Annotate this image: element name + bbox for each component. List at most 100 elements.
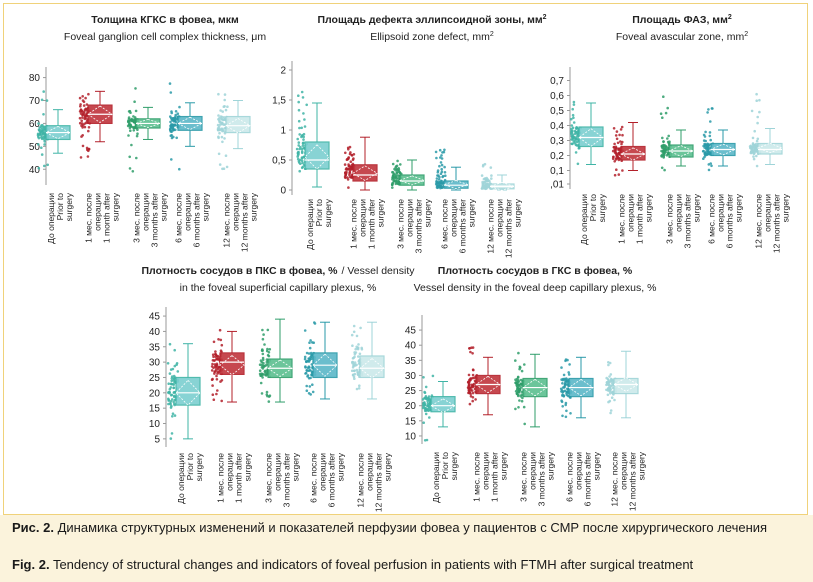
data-point (170, 130, 173, 134)
data-point (37, 122, 40, 125)
chart-title-superscript: 2 (744, 31, 748, 38)
data-point (708, 131, 712, 134)
data-point (755, 154, 758, 158)
data-point (259, 381, 263, 385)
chart-title-en-text: Vessel density in the foveal deep capill… (414, 282, 657, 294)
data-point (610, 396, 614, 400)
data-point (701, 150, 705, 153)
data-point (302, 112, 305, 115)
data-point (260, 360, 264, 364)
data-point (296, 137, 300, 141)
data-point (135, 134, 139, 138)
data-point (607, 379, 610, 382)
chart-title-en: Foveal avascular zone, mm2 (616, 31, 748, 43)
x-category-label-line: операции (183, 193, 193, 231)
data-point (212, 340, 216, 344)
data-point (36, 133, 40, 137)
data-point (562, 390, 565, 393)
data-point (665, 154, 669, 157)
data-point (175, 363, 178, 367)
data-point (481, 186, 485, 190)
data-point (567, 371, 570, 374)
chart-title-en-text: Foveal avascular zone, mm (616, 31, 745, 43)
data-point (344, 173, 348, 176)
data-point (297, 150, 300, 154)
x-category-label-line: 12 мес. после (356, 453, 366, 508)
x-category-label-line: 1 мес. после (84, 193, 94, 243)
x-category-label-line: операции (495, 199, 505, 237)
data-point (617, 158, 621, 162)
data-point (218, 163, 222, 166)
box-iqr (620, 145, 646, 161)
x-category-label-line: 6 мес. после (309, 453, 319, 503)
x-category-label-line: surgery (64, 192, 74, 221)
data-point (305, 360, 309, 363)
data-point (615, 130, 619, 133)
figure-charts: Толщина КГКС в фовеа, мкм Foveal ganglion… (29, 14, 791, 512)
data-point (258, 369, 262, 373)
data-point (303, 329, 307, 332)
data-point (399, 163, 402, 166)
data-point (310, 353, 313, 356)
data-point (514, 407, 517, 411)
mean-diamond (352, 165, 378, 181)
data-point (216, 123, 220, 127)
data-point (38, 130, 42, 133)
data-point (261, 376, 264, 379)
x-category-label-line: 3 months after (150, 193, 160, 248)
data-point (300, 151, 304, 155)
data-point (308, 357, 311, 361)
data-point (666, 140, 670, 144)
x-category-label-line: 6 мес. после (440, 199, 450, 249)
data-point (130, 118, 134, 122)
x-category-label-line: операции (318, 453, 328, 491)
data-point (560, 400, 564, 404)
data-point (311, 390, 315, 394)
data-point (611, 149, 615, 153)
x-category-label-line: До операции (176, 453, 186, 504)
data-point (423, 439, 427, 442)
x-category-label-line: 3 мес. после (665, 194, 675, 244)
x-category-label-line: 6 months after (192, 193, 202, 248)
data-point (613, 160, 616, 163)
y-tick-label: 15 (405, 416, 417, 427)
data-point (217, 152, 221, 156)
data-point (266, 347, 269, 351)
data-point (758, 98, 761, 102)
data-point (265, 390, 269, 394)
chart-panel-2: Площадь дефекта эллипсоидной зоны, мм2El… (272, 14, 547, 258)
data-point (609, 392, 612, 395)
data-point (219, 380, 222, 383)
x-category-label: До операции Prior to surgery (176, 452, 204, 504)
data-point (172, 391, 176, 394)
data-point (608, 389, 612, 392)
data-point (81, 113, 85, 116)
data-point (570, 124, 574, 127)
data-point (561, 386, 565, 389)
data-point (609, 409, 613, 412)
mean-diamond (488, 181, 516, 191)
x-category-label-line: surgery (692, 193, 702, 222)
data-point (564, 415, 568, 419)
caption-en: Fig. 2. Tendency of structural changes a… (12, 557, 802, 573)
data-point (133, 100, 136, 103)
x-category-label: До операции Prior to surgery (46, 192, 74, 244)
data-point (355, 334, 359, 338)
data-point (486, 182, 489, 186)
mean-diamond (175, 379, 201, 406)
data-point (468, 347, 471, 350)
data-point (397, 167, 401, 170)
data-point (707, 108, 710, 111)
data-point (42, 131, 45, 135)
data-point (352, 157, 355, 160)
data-point (213, 372, 216, 375)
data-point (468, 402, 472, 406)
data-point (611, 157, 615, 160)
data-point (171, 382, 174, 386)
data-point (37, 136, 41, 140)
x-category-label-line: Prior to (185, 453, 195, 481)
data-point (223, 93, 227, 96)
box-iqr (578, 126, 604, 148)
y-tick-label: 80 (29, 73, 41, 84)
data-point (426, 400, 430, 403)
